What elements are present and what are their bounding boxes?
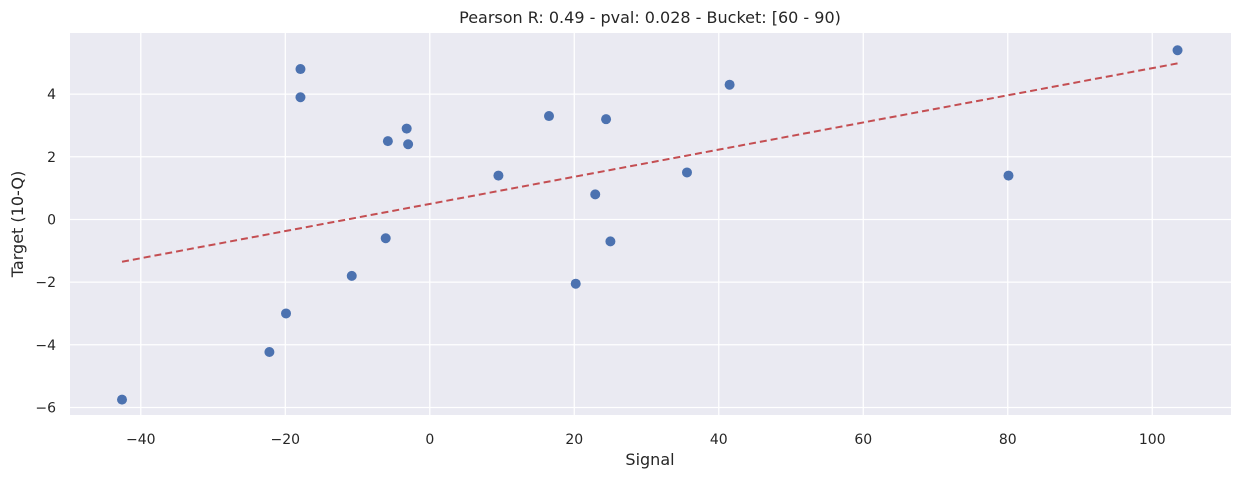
data-point: [295, 92, 306, 103]
y-tick-label: 4: [47, 87, 56, 103]
x-tick-label: −40: [126, 432, 156, 448]
y-tick-label: −6: [35, 400, 56, 416]
x-tick-label: 80: [999, 432, 1017, 448]
plot-area: [70, 33, 1231, 415]
gridlines: [70, 33, 1231, 415]
x-tick-label: 100: [1139, 432, 1166, 448]
x-axis-label: Signal: [625, 450, 674, 469]
data-point: [605, 236, 616, 247]
chart-title: Pearson R: 0.49 - pval: 0.028 - Bucket: …: [459, 8, 841, 27]
data-point: [724, 79, 735, 90]
data-point: [380, 233, 391, 244]
y-tick-label: −4: [35, 338, 56, 354]
data-point: [382, 136, 393, 147]
data-point: [403, 139, 414, 150]
y-tick-label: 2: [47, 150, 56, 166]
data-point: [264, 347, 275, 358]
data-point: [601, 114, 612, 125]
data-point: [346, 270, 357, 281]
x-tick-label: 60: [854, 432, 872, 448]
data-point: [543, 111, 554, 122]
data-point: [590, 189, 601, 200]
regression-line: [121, 62, 1178, 263]
data-point: [681, 167, 692, 178]
data-point: [570, 278, 581, 289]
y-axis-label: Target (10-Q): [8, 171, 27, 278]
x-tick-label: −20: [271, 432, 301, 448]
x-axis-ticks: −40 −20 0 20 40 60 80 100: [126, 432, 1166, 448]
data-point: [117, 394, 128, 405]
x-tick-label: 20: [565, 432, 583, 448]
regression-line-path: [121, 62, 1178, 263]
data-point: [295, 64, 306, 75]
y-axis-ticks: −6 −4 −2 0 2 4: [35, 87, 56, 416]
data-point: [493, 170, 504, 181]
data-point: [281, 308, 292, 319]
x-tick-label: 0: [425, 432, 434, 448]
data-point: [401, 123, 412, 134]
data-points: [117, 45, 1183, 405]
data-point: [1003, 170, 1014, 181]
y-tick-label: 0: [47, 212, 56, 228]
x-tick-label: 40: [710, 432, 728, 448]
data-point: [1172, 45, 1183, 56]
y-tick-label: −2: [35, 275, 56, 291]
